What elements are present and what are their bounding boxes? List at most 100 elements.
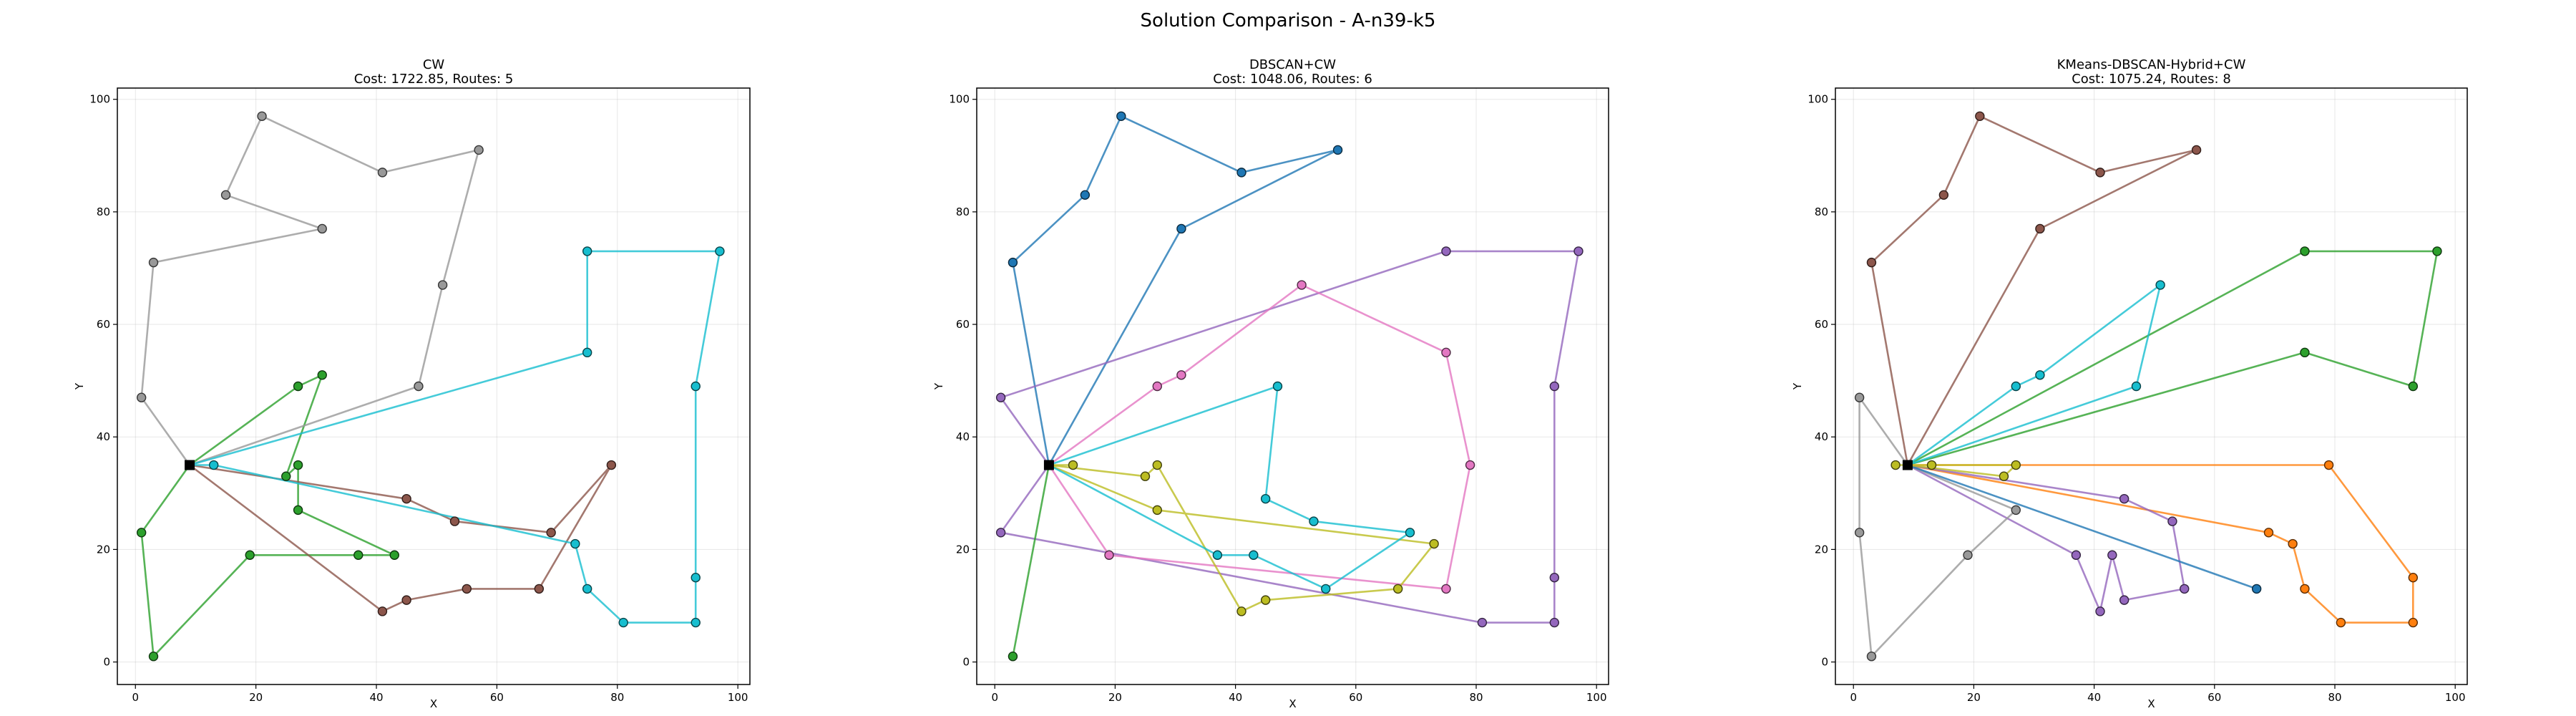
customer-point — [2432, 246, 2442, 256]
customer-point — [1080, 190, 1091, 200]
customer-point — [2323, 460, 2334, 470]
y-tick-label: 100 — [89, 93, 110, 106]
customer-point — [1272, 381, 1283, 392]
y-tick-label: 0 — [1821, 656, 1828, 669]
x-tick-label: 40 — [369, 691, 383, 704]
customer-point — [293, 505, 303, 516]
customer-point — [1999, 471, 2009, 481]
customer-point — [1212, 550, 1223, 560]
route-line-3 — [140, 115, 480, 466]
customer-point — [2263, 528, 2274, 538]
x-tick-label: 20 — [249, 691, 263, 704]
customer-point — [401, 595, 411, 605]
y-tick-label: 40 — [956, 430, 970, 443]
customer-point — [353, 550, 364, 560]
customer-point — [1926, 460, 1937, 470]
route-line-2 — [1000, 250, 1580, 624]
customer-point — [546, 528, 556, 538]
customer-point — [1866, 652, 1877, 662]
customer-point — [148, 652, 159, 662]
y-tick-label: 20 — [1815, 543, 1828, 556]
customer-point — [1068, 460, 1078, 470]
depot-marker — [1043, 460, 1054, 470]
customer-point — [293, 381, 303, 392]
customer-point — [1176, 370, 1186, 380]
customer-point — [606, 460, 617, 470]
customer-point — [2251, 584, 2262, 594]
customer-point — [2167, 516, 2177, 526]
x-tick-label: 60 — [490, 691, 504, 704]
y-tick-label: 20 — [97, 543, 110, 556]
route-line-3 — [1907, 284, 2162, 466]
customer-point — [1429, 538, 1439, 549]
customer-point — [582, 246, 592, 256]
customer-point — [1477, 617, 1488, 628]
customer-point — [1549, 572, 1560, 583]
customer-point — [691, 381, 701, 392]
route-line-4 — [1048, 464, 1435, 613]
grid-lines — [1835, 88, 2467, 684]
panel-title: DBSCAN+CW — [1249, 57, 1336, 72]
panel-title: KMeans-DBSCAN-Hybrid+CW — [2057, 57, 2246, 72]
route-line-1 — [1870, 115, 2197, 466]
x-tick-label: 60 — [2207, 691, 2221, 704]
y-tick-label: 60 — [956, 318, 970, 331]
customer-point — [582, 584, 592, 594]
customer-point — [293, 460, 303, 470]
customer-point — [1236, 168, 1246, 178]
y-tick-label: 0 — [103, 656, 110, 669]
customer-point — [1008, 257, 1018, 268]
panel-title: CW — [423, 57, 445, 72]
route-line-1 — [1012, 115, 1339, 466]
customer-point — [2131, 381, 2142, 392]
customer-point — [1260, 493, 1271, 504]
customer-point — [462, 584, 472, 594]
customer-point — [691, 617, 701, 628]
x-axis-label: X — [430, 697, 437, 710]
customer-point — [1116, 111, 1126, 121]
y-tick-label: 100 — [949, 93, 970, 106]
customer-point — [257, 111, 267, 121]
customer-point — [1152, 505, 1162, 516]
customer-point — [2155, 280, 2165, 290]
customer-point — [1938, 190, 1949, 200]
grid-lines — [977, 88, 1609, 684]
customer-point — [1866, 257, 1877, 268]
customer-point — [2095, 168, 2105, 178]
customer-point — [1890, 460, 1901, 470]
x-tick-label: 0 — [132, 691, 139, 704]
customer-point — [1332, 145, 1343, 155]
customer-point — [1249, 550, 1259, 560]
customer-point — [1441, 246, 1451, 256]
y-tick-label: 20 — [956, 543, 970, 556]
panel-subtitle: Cost: 1722.85, Routes: 5 — [354, 72, 514, 87]
x-tick-label: 0 — [991, 691, 998, 704]
customer-point — [2191, 145, 2202, 155]
customer-point — [2011, 460, 2021, 470]
customer-point — [2011, 381, 2021, 392]
customer-point — [220, 190, 231, 200]
customer-point — [1392, 584, 1403, 594]
customer-point — [1260, 595, 1271, 605]
route-line-2 — [189, 464, 613, 613]
customer-point — [474, 145, 484, 155]
y-axis-label: Y — [73, 382, 86, 390]
y-tick-label: 80 — [956, 205, 970, 218]
customer-point — [1854, 528, 1865, 538]
customer-point — [2300, 246, 2310, 256]
customer-point — [534, 584, 545, 594]
x-tick-label: 100 — [728, 691, 748, 704]
depot-marker — [185, 460, 195, 470]
x-tick-label: 0 — [1850, 691, 1857, 704]
x-tick-label: 100 — [1586, 691, 1607, 704]
x-tick-label: 40 — [2087, 691, 2101, 704]
y-tick-label: 80 — [1815, 205, 1828, 218]
customer-point — [449, 516, 460, 526]
x-tick-label: 100 — [2445, 691, 2466, 704]
customer-point — [377, 168, 388, 178]
customer-point — [1854, 392, 1865, 402]
customer-point — [136, 392, 147, 402]
customer-point — [2095, 606, 2105, 616]
customer-point — [414, 381, 424, 392]
